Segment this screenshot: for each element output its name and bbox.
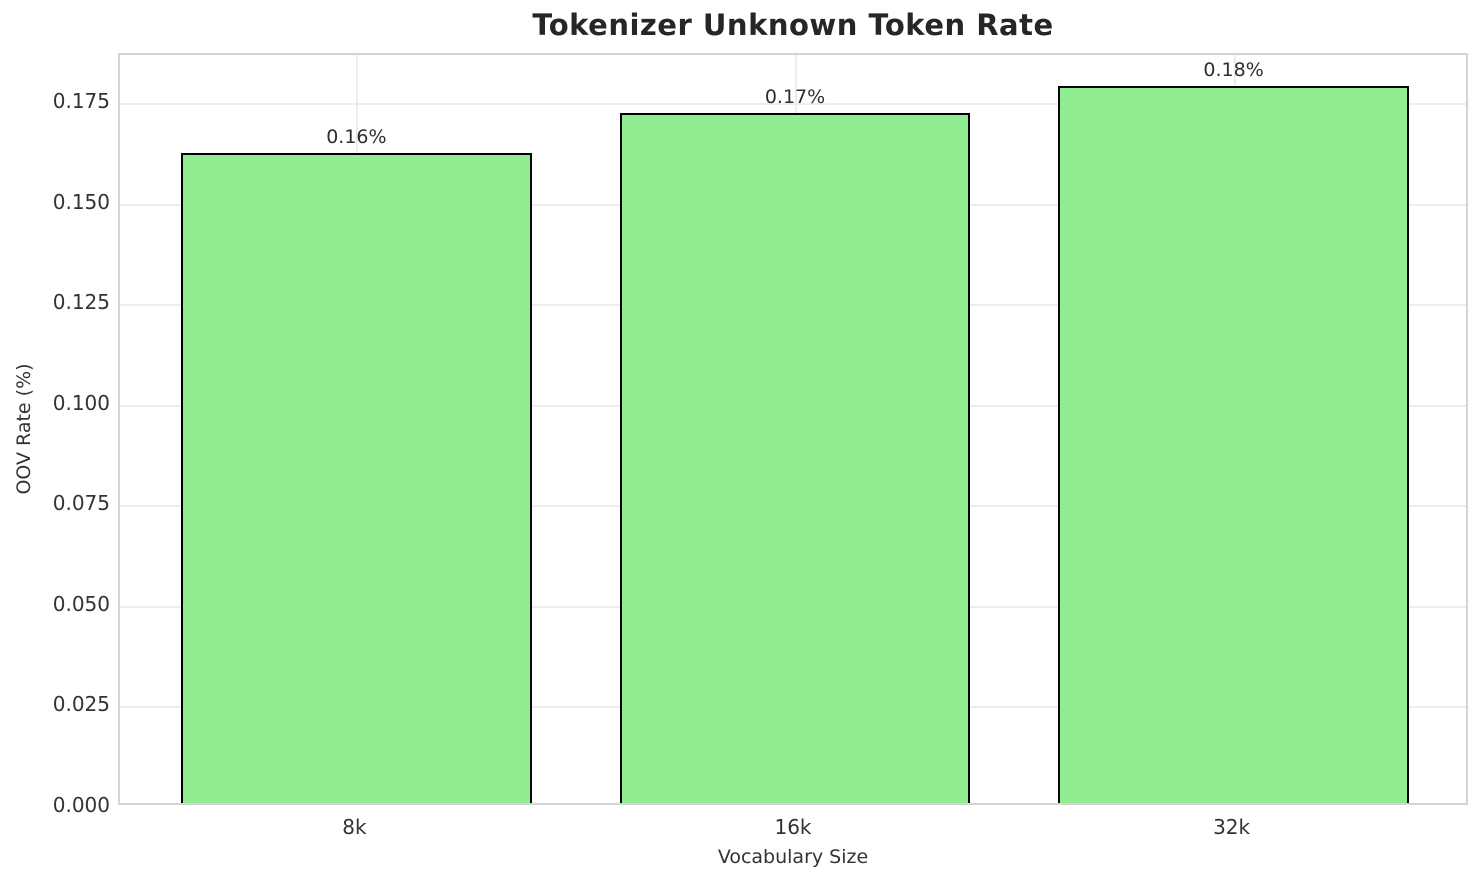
y-axis-label: OOV Rate (%) bbox=[13, 363, 35, 495]
chart-title: Tokenizer Unknown Token Rate bbox=[532, 8, 1054, 42]
y-tick-label: 0.150 bbox=[52, 189, 110, 214]
bar-8k bbox=[180, 153, 532, 803]
y-tick-label: 0.025 bbox=[52, 692, 110, 717]
x-tick-label-8k: 8k bbox=[342, 815, 367, 839]
bar-32k bbox=[1058, 86, 1410, 803]
bar-value-label: 0.16% bbox=[326, 126, 387, 149]
h-gridline bbox=[120, 103, 1466, 106]
plot-area: 0.16% 0.17% 0.18% bbox=[118, 53, 1468, 805]
bar-16k bbox=[619, 113, 971, 803]
x-tick-label-16k: 16k bbox=[774, 815, 812, 839]
bar-value-label: 0.17% bbox=[764, 86, 826, 109]
y-tick-label: 0.125 bbox=[52, 290, 110, 315]
y-tick-label: 0.100 bbox=[52, 390, 110, 415]
y-tick-label: 0.000 bbox=[52, 793, 110, 817]
bar-value-label: 0.18% bbox=[1203, 59, 1264, 81]
x-axis-label: Vocabulary Size bbox=[717, 846, 869, 868]
y-tick-label: 0.075 bbox=[52, 491, 110, 516]
y-tick-label: 0.050 bbox=[52, 591, 110, 616]
x-tick-label-32k: 32k bbox=[1213, 815, 1251, 839]
y-tick-label: 0.175 bbox=[52, 89, 110, 114]
